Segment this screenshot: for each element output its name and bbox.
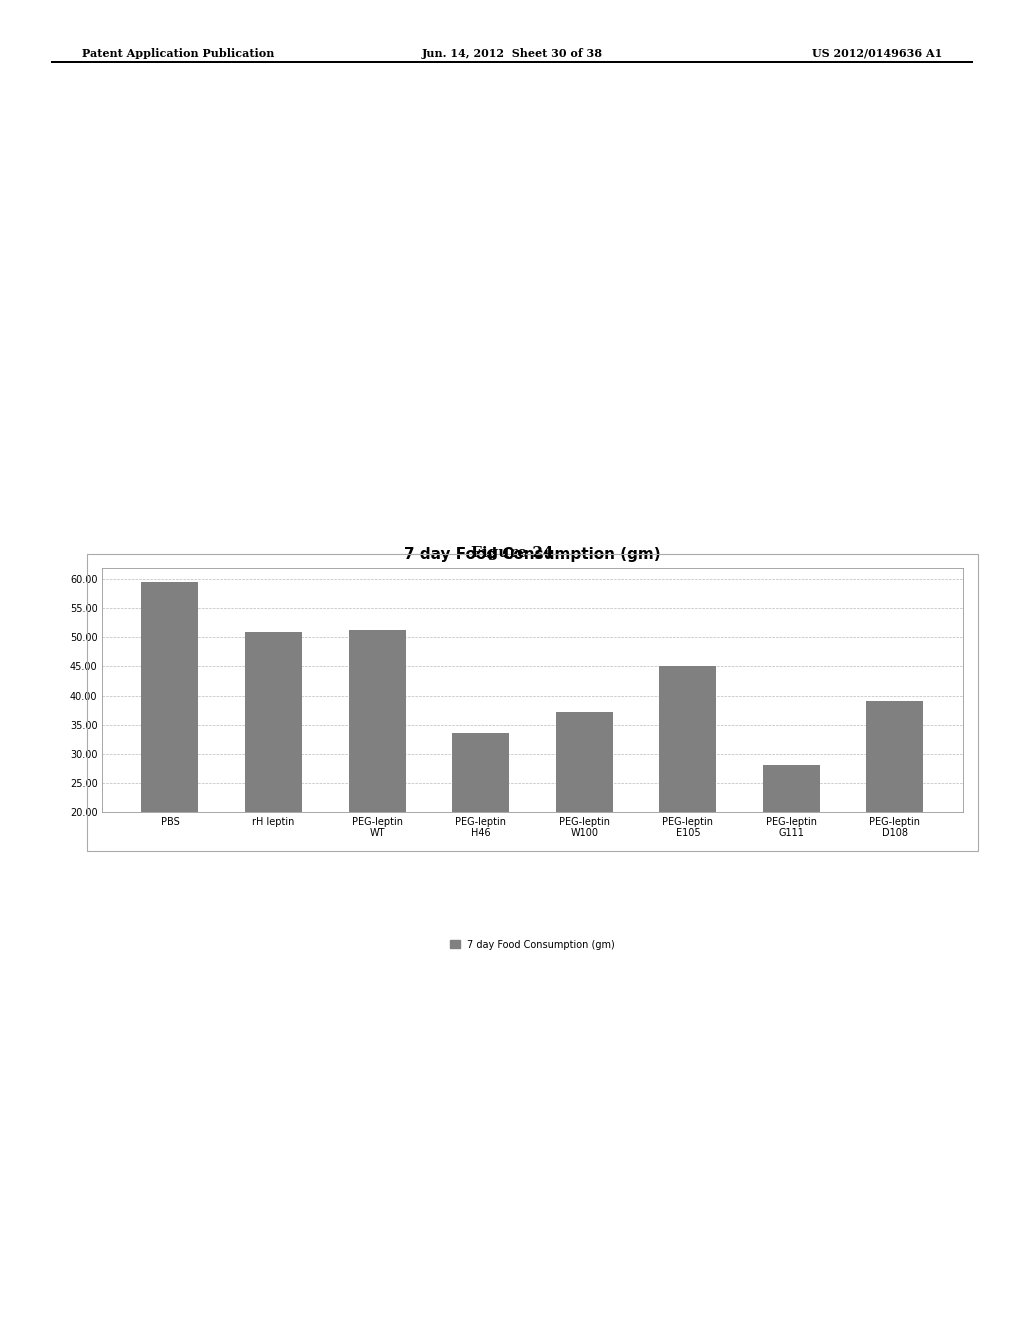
Bar [453,734,509,928]
Title: 7 day Food Consumption (gm): 7 day Food Consumption (gm) [404,548,660,562]
Bar [141,582,199,928]
Bar [763,766,820,928]
Bar [866,701,924,928]
Bar [556,711,612,928]
Legend: 7 day Food Consumption (gm): 7 day Food Consumption (gm) [446,936,618,953]
Bar [245,631,302,928]
Text: US 2012/0149636 A1: US 2012/0149636 A1 [812,48,942,58]
Text: Patent Application Publication: Patent Application Publication [82,48,274,58]
Bar [659,667,717,928]
Bar [348,631,406,928]
Text: Jun. 14, 2012  Sheet 30 of 38: Jun. 14, 2012 Sheet 30 of 38 [422,48,602,58]
Text: Figure 24: Figure 24 [471,545,553,560]
